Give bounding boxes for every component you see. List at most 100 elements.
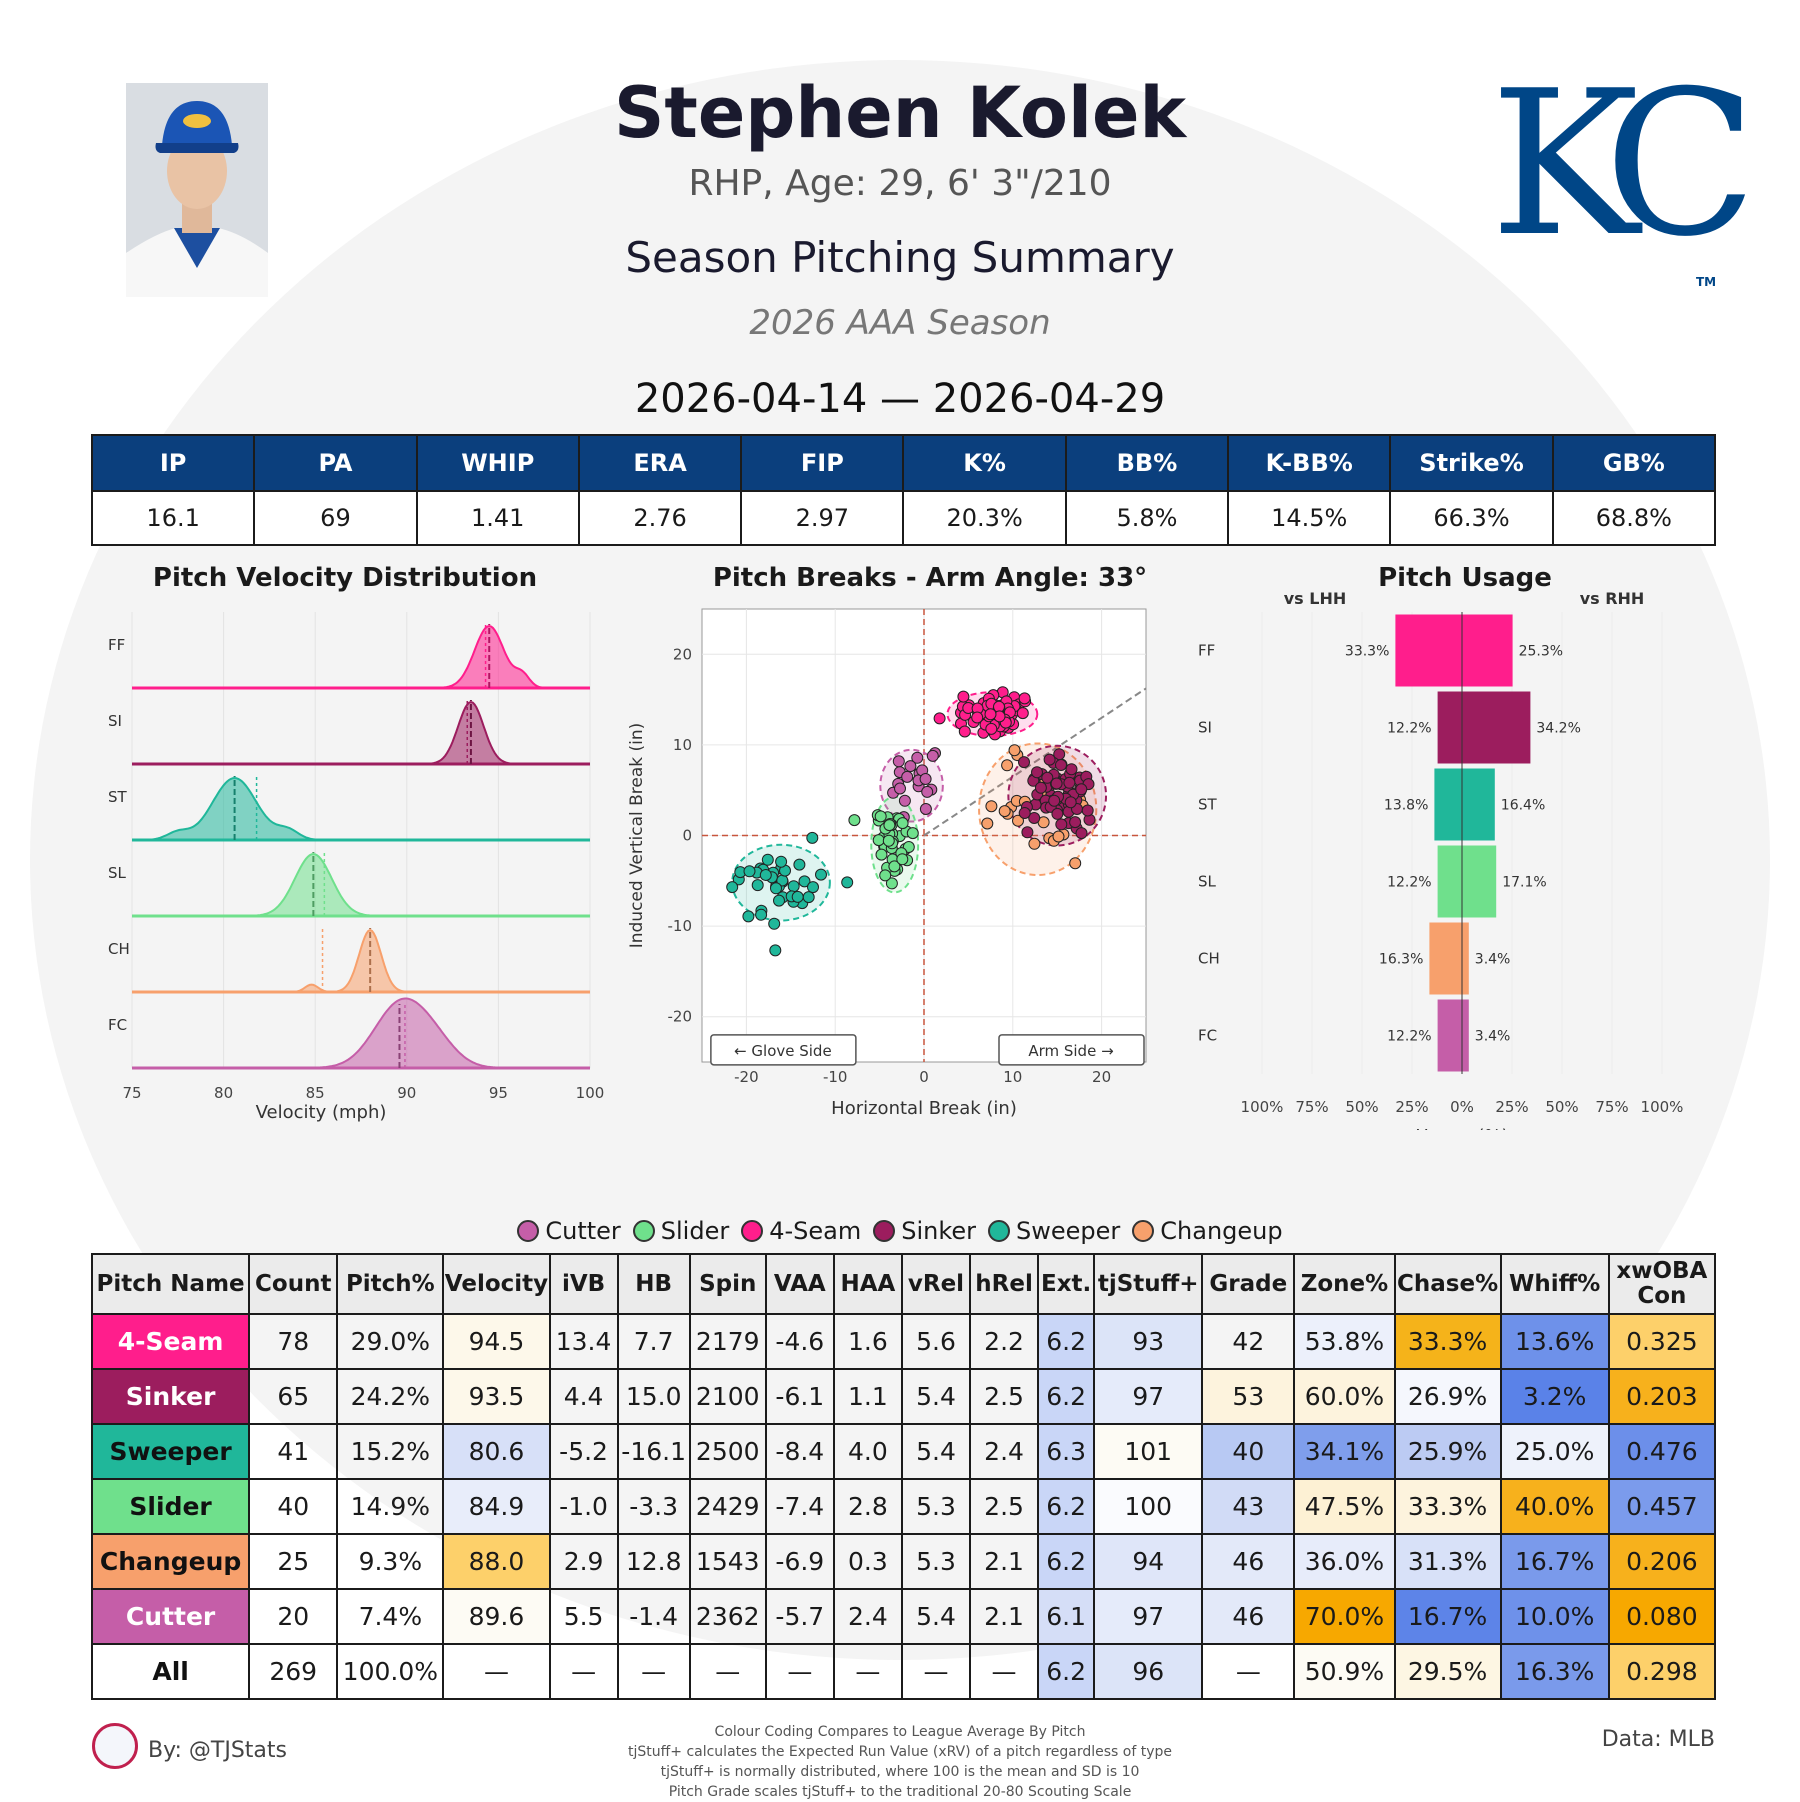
pitch-table-cell: 29.0% [336,1313,445,1370]
pitch-name-cell: Changeup [90,1533,251,1590]
pitch-table-header-8: HAA [832,1253,903,1315]
player-photo [126,83,268,297]
pitch-table-cell: — [688,1643,767,1700]
pitch-table-cell: -1.4 [616,1588,691,1645]
pitch-table-cell: 2.9 [548,1533,619,1590]
pitch-table-header-14: Zone% [1293,1253,1396,1315]
pitch-table-cell: 5.4 [900,1423,972,1480]
team-logo-text: KC [1490,48,1757,281]
break-ytick-1: 10 [673,736,692,754]
pitch-table-cell: 25.9% [1393,1423,1502,1480]
pitch-table-cell: 41 [248,1423,339,1480]
pitch-table-cell: 29.5% [1393,1643,1502,1700]
pitch-table-cell: — [900,1643,972,1700]
pitch-table-cell: 46 [1201,1533,1296,1590]
usage-label-rhh-SI: 34.2% [1536,721,1580,737]
usage-category-FF: FF [1198,642,1215,660]
break-point-FC [904,760,917,773]
stat-value-3: 2.76 [577,490,743,546]
usage-category-CH: CH [1198,950,1220,968]
pitch-table-cell: 70.0% [1293,1588,1396,1645]
velo-xtick-0: 75 [122,1084,141,1102]
break-point-ST [841,876,854,889]
velo-density-CH [132,928,590,993]
pitch-table-cell: 26.9% [1393,1368,1502,1425]
pitch-table-header-2: Pitch% [336,1253,445,1315]
usage-bar-lhh-FC [1437,999,1462,1072]
break-point-FC [919,773,932,785]
pitch-table-cell: 25.0% [1499,1423,1610,1480]
stat-value-6: 5.8% [1064,490,1230,546]
legend-dot-SI [873,1220,896,1242]
break-point-FC [926,749,939,762]
velo-row-label-SI: SI [108,712,122,730]
pitch-table-cell: 33.3% [1393,1313,1502,1370]
break-point-SI [1051,807,1064,820]
legend-item-ST: Sweeper [988,1217,1120,1245]
break-point-SL [888,860,901,873]
pitch-table-cell: 7.7 [616,1313,691,1370]
pitch-table-cell: — [1201,1643,1296,1700]
break-xtick-1: -10 [823,1068,848,1086]
break-point-FC [921,785,934,798]
stat-value-2: 1.41 [415,490,580,546]
break-point-ST [798,875,811,888]
break-point-SI [1048,794,1061,807]
pitch-table-header-0: Pitch Name [90,1253,251,1315]
pitch-table-cell: 97 [1093,1588,1204,1645]
pitch-table-header-7: VAA [764,1253,835,1315]
author-credit: By: @TJStats [92,1723,287,1769]
stat-header-5: K% [902,434,1067,492]
pitch-table-cell: 94.5 [442,1313,551,1370]
glove-side-box [710,1034,857,1066]
break-point-FC [901,770,914,783]
pitch-name-cell: Cutter [90,1588,251,1645]
usage-label-lhh-FC: 12.2% [1387,1029,1431,1045]
break-point-SI [1043,753,1056,766]
break-point-ST [743,865,756,878]
pitch-table-cell: 1543 [688,1533,767,1590]
player-bio: RHP, Age: 29, 6' 3"/210 [688,163,1112,204]
break-point-ST [742,910,755,923]
break-point-SL [896,853,909,866]
pitch-table-cell: 2.1 [969,1588,1040,1645]
legend-dot-CH [1132,1220,1155,1242]
break-point-ST [802,891,815,904]
stat-header-9: GB% [1551,434,1717,492]
pitch-table-cell: 96 [1093,1643,1204,1700]
break-point-CH [1069,857,1082,870]
break-point-FF [957,690,970,703]
usage-label-rhh-ST: 16.4% [1501,798,1545,814]
legend-item-FC: Cutter [517,1217,621,1245]
usage-bar-rhh-ST [1462,768,1495,841]
pitch-table-cell: 88.0 [442,1533,551,1590]
pitch-table-cell: 2.2 [969,1313,1040,1370]
velo-xtick-1: 80 [214,1084,233,1102]
pitch-table-cell: 6.2 [1037,1533,1096,1590]
break-xtick-0: -20 [734,1068,759,1086]
stat-header-4: FIP [740,434,905,492]
usage-bar-rhh-SL [1462,845,1497,918]
pitch-table-cell: 2.5 [969,1368,1040,1425]
pitch-table-cell: 53 [1201,1368,1296,1425]
pitch-table-cell: 33.3% [1393,1478,1502,1535]
usage-bar-rhh-FF [1462,614,1513,687]
pitch-table-cell: 0.206 [1607,1533,1717,1590]
pitch-table-cell: 15.0 [616,1368,691,1425]
pitch-name-cell: Slider [90,1478,251,1535]
break-point-SI [1034,781,1047,794]
pitch-table-cell: 36.0% [1293,1533,1396,1590]
pitch-table-cell: 40 [1201,1423,1296,1480]
pitch-table-cell: 2179 [688,1313,767,1370]
pitch-table-cell: 6.2 [1037,1478,1096,1535]
velo-xtick-4: 95 [489,1084,508,1102]
pitch-table-cell: 2.5 [969,1478,1040,1535]
usage-label-rhh-FC: 3.4% [1475,1029,1511,1045]
pitch-table-row: 4-Seam 78 29.0% 94.5 13.4 7.7 2179 -4.6 1.6 5.6 2.… [90,1313,1717,1370]
break-xtick-3: 10 [1003,1068,1022,1086]
pitch-table-cell: -6.1 [764,1368,835,1425]
pitch-table-cell: 24.2% [336,1368,445,1425]
break-point-SI [1063,776,1076,789]
break-point-SI [1069,816,1082,829]
break-point-ST [761,853,774,866]
